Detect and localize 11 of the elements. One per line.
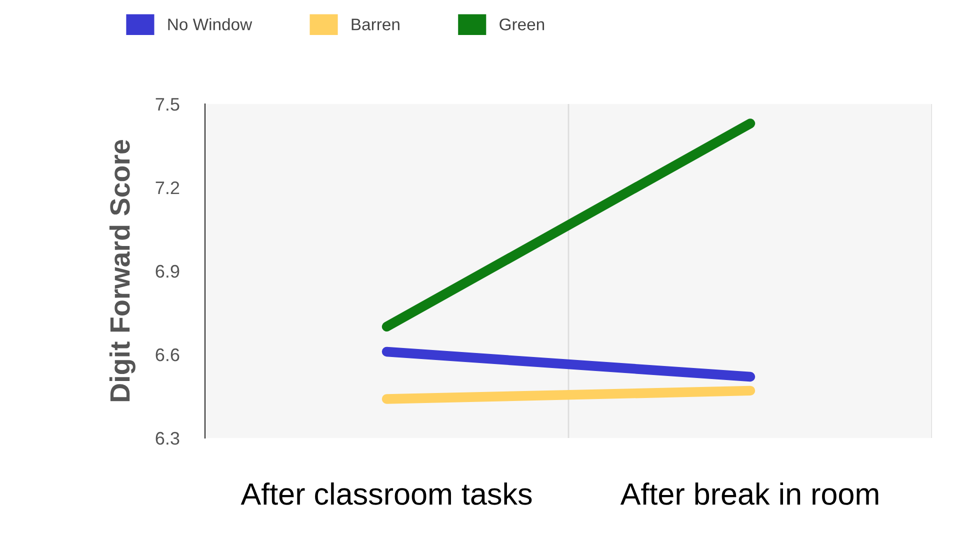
x-tick-label: After classroom tasks (240, 482, 532, 505)
legend-label: No Window (168, 18, 252, 30)
legend-label: Green (500, 18, 544, 30)
y-tick-label: 6.6 (156, 348, 180, 362)
legend-label: Barren (352, 18, 400, 30)
y-tick-label: 6.3 (156, 432, 180, 445)
y-tick-label: 6.9 (156, 264, 180, 278)
x-tick-label: After break in room (620, 482, 878, 505)
y-tick-label: 7.2 (156, 181, 180, 194)
y-tick-label: 7.5 (156, 98, 180, 111)
y-axis-title: Digit Forward Score (109, 140, 136, 402)
